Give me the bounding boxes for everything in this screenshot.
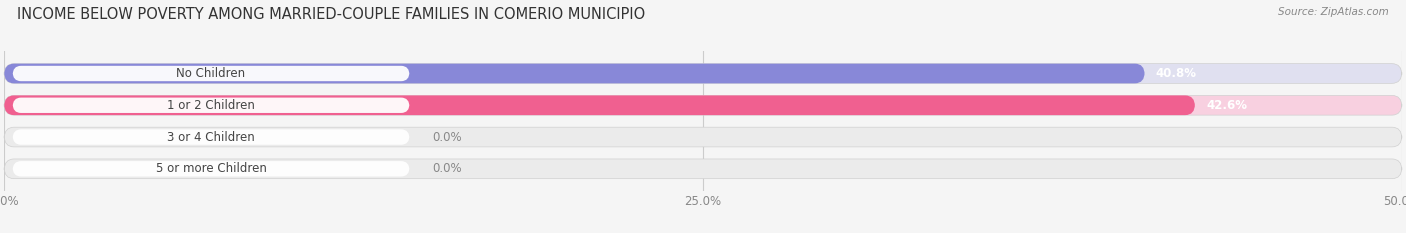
Text: 3 or 4 Children: 3 or 4 Children — [167, 130, 254, 144]
FancyBboxPatch shape — [4, 64, 1402, 83]
FancyBboxPatch shape — [13, 129, 409, 145]
FancyBboxPatch shape — [4, 96, 1195, 115]
Text: No Children: No Children — [177, 67, 246, 80]
FancyBboxPatch shape — [4, 64, 1144, 83]
Text: 5 or more Children: 5 or more Children — [156, 162, 267, 175]
Text: 42.6%: 42.6% — [1206, 99, 1247, 112]
FancyBboxPatch shape — [13, 66, 409, 81]
Text: Source: ZipAtlas.com: Source: ZipAtlas.com — [1278, 7, 1389, 17]
Text: 0.0%: 0.0% — [432, 130, 461, 144]
Text: INCOME BELOW POVERTY AMONG MARRIED-COUPLE FAMILIES IN COMERIO MUNICIPIO: INCOME BELOW POVERTY AMONG MARRIED-COUPL… — [17, 7, 645, 22]
Text: 40.8%: 40.8% — [1156, 67, 1197, 80]
FancyBboxPatch shape — [13, 161, 409, 177]
Text: 0.0%: 0.0% — [432, 162, 461, 175]
FancyBboxPatch shape — [4, 127, 1402, 147]
Text: 1 or 2 Children: 1 or 2 Children — [167, 99, 254, 112]
FancyBboxPatch shape — [4, 96, 1402, 115]
FancyBboxPatch shape — [4, 159, 1402, 179]
FancyBboxPatch shape — [13, 98, 409, 113]
